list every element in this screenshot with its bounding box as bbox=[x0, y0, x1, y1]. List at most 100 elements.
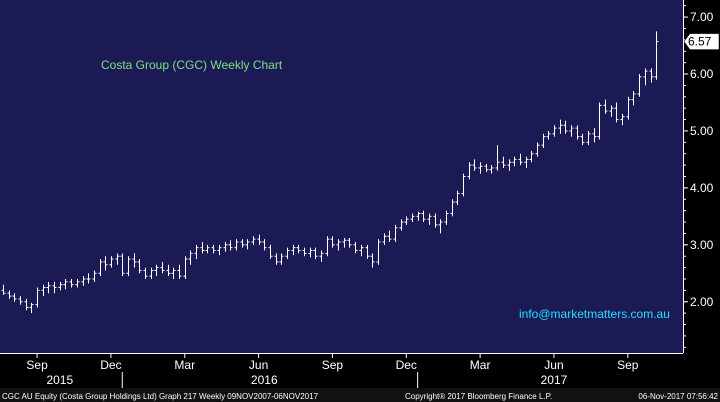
ohlc-bar bbox=[649, 68, 654, 83]
ohlc-bar bbox=[223, 241, 228, 252]
ohlc-bar bbox=[592, 128, 597, 143]
ohlc-bar bbox=[489, 165, 494, 174]
y-tick-label: 2.00 bbox=[690, 295, 714, 309]
ohlc-bar bbox=[245, 239, 250, 250]
x-month-label: Sep bbox=[617, 358, 639, 372]
ohlc-bar bbox=[438, 219, 443, 234]
x-month-label: Jun bbox=[544, 358, 563, 372]
ohlc-bar bbox=[205, 244, 210, 254]
ohlc-bar bbox=[444, 210, 449, 225]
chart-title: Costa Group (CGC) Weekly Chart bbox=[101, 58, 283, 72]
ohlc-bar bbox=[143, 267, 148, 279]
ohlc-bar bbox=[575, 125, 580, 140]
footer-strip bbox=[0, 388, 720, 402]
ohlc-bar bbox=[285, 247, 290, 260]
y-tick-label: 4.00 bbox=[690, 181, 714, 195]
ohlc-bar bbox=[609, 105, 614, 117]
ohlc-bar bbox=[69, 278, 74, 288]
ohlc-bar bbox=[654, 31, 659, 80]
ohlc-bar bbox=[291, 244, 296, 256]
ohlc-bar bbox=[501, 156, 506, 168]
ohlc-bar bbox=[279, 253, 284, 265]
last-price-tag-shape bbox=[683, 33, 720, 50]
ohlc-bar bbox=[365, 244, 370, 260]
ohlc-bar bbox=[370, 253, 375, 268]
ohlc-bar bbox=[325, 236, 330, 257]
ohlc-bar bbox=[558, 119, 563, 134]
ohlc-bar bbox=[433, 213, 438, 228]
ohlc-bar bbox=[603, 99, 608, 114]
ohlc-bar bbox=[98, 259, 103, 277]
ohlc-series bbox=[1, 31, 659, 314]
ohlc-bar bbox=[188, 250, 193, 265]
ohlc-bar bbox=[336, 239, 341, 251]
ohlc-bar bbox=[569, 125, 574, 137]
ohlc-bar bbox=[120, 253, 125, 277]
ohlc-bar bbox=[29, 302, 34, 314]
ohlc-bar bbox=[109, 256, 114, 268]
ohlc-bar bbox=[643, 68, 648, 86]
ohlc-bar bbox=[552, 125, 557, 137]
ohlc-bar bbox=[58, 281, 63, 291]
ohlc-bar bbox=[302, 247, 307, 257]
footer-timestamp: 06-Nov-2017 07:56:42 bbox=[638, 392, 718, 401]
ohlc-bar bbox=[240, 239, 245, 248]
x-year-label: 2016 bbox=[251, 373, 278, 387]
ohlc-bar bbox=[46, 281, 51, 294]
ohlc-bar bbox=[359, 244, 364, 257]
footer-copyright: Copyright® 2017 Bloomberg Finance L.P. bbox=[405, 392, 552, 401]
ohlc-bar bbox=[41, 284, 46, 297]
ohlc-bar bbox=[24, 298, 29, 311]
ohlc-bar bbox=[132, 253, 137, 268]
x-month-label: Mar bbox=[470, 358, 491, 372]
ohlc-bar bbox=[541, 133, 546, 149]
ohlc-bar bbox=[274, 253, 279, 265]
y-tick-label: 6.00 bbox=[690, 67, 714, 81]
ohlc-bar bbox=[217, 244, 222, 256]
ohlc-bar bbox=[450, 199, 455, 217]
ohlc-bar bbox=[251, 236, 256, 245]
watermark-email: info@marketmatters.com.au bbox=[519, 307, 670, 321]
ohlc-bar bbox=[268, 244, 273, 260]
ohlc-bar bbox=[200, 241, 205, 254]
ohlc-bar bbox=[410, 213, 415, 223]
ohlc-bar bbox=[518, 153, 523, 166]
ohlc-bar bbox=[614, 102, 619, 123]
plot-area bbox=[0, 0, 683, 353]
ohlc-bar bbox=[512, 156, 517, 167]
ohlc-bar bbox=[631, 91, 636, 106]
ohlc-bar bbox=[472, 159, 477, 171]
ohlc-bar bbox=[154, 264, 159, 277]
ohlc-bar bbox=[86, 273, 91, 284]
ohlc-bar bbox=[126, 256, 131, 277]
ohlc-bar bbox=[194, 244, 199, 260]
ohlc-bar bbox=[319, 250, 324, 262]
ohlc-bar bbox=[75, 278, 80, 288]
ohlc-bar bbox=[529, 150, 534, 163]
ohlc-bar bbox=[211, 244, 216, 254]
ohlc-bar bbox=[507, 159, 512, 171]
ohlc-bar bbox=[637, 74, 642, 97]
x-month-label: Sep bbox=[26, 358, 48, 372]
ohlc-bar bbox=[376, 239, 381, 265]
ohlc-bar bbox=[166, 264, 171, 277]
ohlc-bar bbox=[524, 156, 529, 168]
x-month-label: Mar bbox=[174, 358, 195, 372]
ohlc-bar bbox=[387, 230, 392, 242]
x-month-label: Jun bbox=[249, 358, 268, 372]
ohlc-bar bbox=[1, 284, 6, 295]
ohlc-bar bbox=[234, 239, 239, 251]
ohlc-bar bbox=[597, 102, 602, 140]
ohlc-bar bbox=[35, 287, 40, 308]
ohlc-bar bbox=[137, 259, 142, 274]
y-tick-label: 5.00 bbox=[690, 124, 714, 138]
y-axis-panel bbox=[683, 0, 720, 353]
ohlc-bar bbox=[257, 234, 262, 245]
ohlc-bar bbox=[620, 113, 625, 126]
last-price-label: 6.57 bbox=[688, 35, 712, 49]
ohlc-bar bbox=[103, 256, 108, 271]
ohlc-bar bbox=[183, 256, 188, 279]
ohlc-bar bbox=[308, 247, 313, 258]
x-month-label: Dec bbox=[100, 358, 121, 372]
